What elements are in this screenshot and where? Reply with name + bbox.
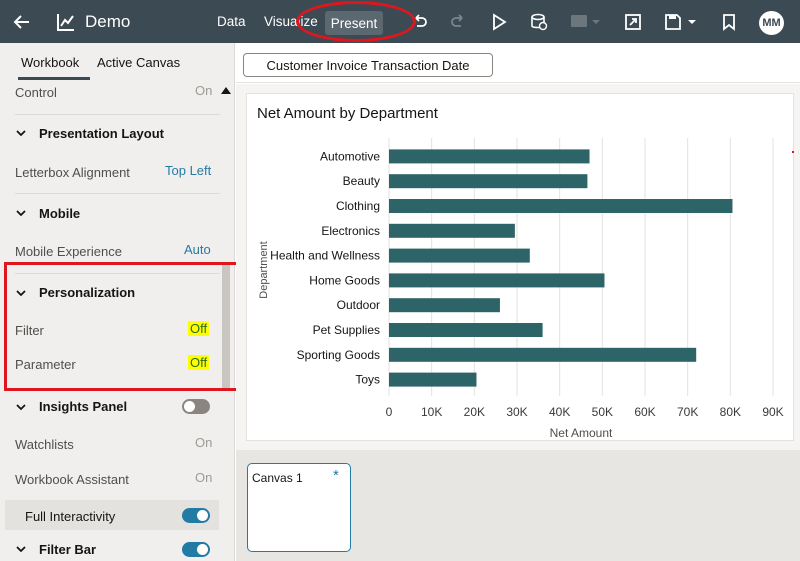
insights-panel-toggle[interactable] [182, 399, 210, 414]
play-icon[interactable] [490, 13, 508, 31]
tab-active-canvas[interactable]: Active Canvas [97, 55, 181, 70]
section-mobile[interactable]: Mobile [39, 206, 81, 221]
personalization-parameter-value[interactable]: Off [188, 355, 210, 370]
letterbox-label: Letterbox Alignment [15, 165, 130, 180]
comment-icon [571, 15, 600, 27]
scroll-up-icon[interactable] [221, 87, 231, 94]
category-label: Electronics [321, 224, 380, 238]
category-label: Pet Supplies [313, 323, 380, 337]
watchlists-label: Watchlists [15, 437, 74, 452]
active-tab-indicator [18, 77, 90, 80]
letterbox-value[interactable]: Top Left [165, 163, 212, 178]
workbook-assistant-value[interactable]: On [195, 470, 213, 485]
x-tick-label: 70K [677, 405, 698, 419]
back-button[interactable] [8, 9, 36, 35]
chevron-down-icon[interactable] [15, 543, 27, 555]
export-icon[interactable] [624, 13, 642, 31]
nav-data[interactable]: Data [217, 14, 246, 29]
divider [15, 273, 220, 274]
redo-icon [451, 14, 463, 27]
toggle-knob [197, 510, 208, 521]
panel-scrollbar[interactable] [222, 263, 230, 390]
bar[interactable] [389, 174, 588, 189]
filter-pill-invoice-date[interactable]: Customer Invoice Transaction Date [243, 53, 493, 77]
arrow-left-icon [13, 15, 29, 29]
chart-title: Net Amount by Department [257, 105, 438, 122]
bar[interactable] [389, 149, 590, 164]
section-personalization[interactable]: Personalization [39, 285, 136, 300]
mobile-experience-value[interactable]: Auto [184, 242, 211, 257]
data-refresh-icon[interactable] [530, 13, 548, 31]
save-icon[interactable] [664, 13, 698, 31]
section-presentation-layout[interactable]: Presentation Layout [39, 126, 164, 141]
filter-bar-toggle[interactable] [182, 542, 210, 557]
divider [15, 193, 220, 194]
control-value[interactable]: On [195, 83, 213, 98]
bar[interactable] [389, 323, 543, 337]
bar[interactable] [389, 347, 697, 362]
category-label: Sporting Goods [297, 348, 380, 362]
category-label: Toys [355, 373, 380, 387]
bar-chart[interactable]: 0 10K 20K 30K 40K 50K 60K 70K 80K 90K Automotive Be… [246, 130, 792, 440]
bookmark-icon[interactable] [720, 13, 738, 31]
chevron-down-icon[interactable] [15, 127, 27, 139]
category-label: Automotive [320, 149, 380, 163]
x-tick-label: 0 [386, 405, 393, 419]
toggle-knob [184, 401, 195, 412]
x-tick-label: 80K [720, 405, 741, 419]
watchlists-value[interactable]: On [195, 435, 213, 450]
personalization-filter-label: Filter [15, 323, 44, 338]
workbook-title: Demo [85, 12, 131, 31]
control-label: Control [15, 85, 57, 100]
bar[interactable] [389, 298, 500, 313]
annotation-box [4, 262, 243, 391]
canvas-tab-1[interactable] [247, 463, 351, 552]
section-insights-panel[interactable]: Insights Panel [39, 399, 128, 414]
x-tick-label: 50K [592, 405, 613, 419]
chart-icon [57, 14, 74, 31]
x-tick-label: 30K [506, 405, 527, 419]
top-bar: Demo Data Visualize Present MM [0, 0, 800, 43]
x-tick-label: 60K [634, 405, 655, 419]
properties-panel [0, 43, 235, 561]
x-tick-label: 40K [549, 405, 570, 419]
bar[interactable] [389, 223, 515, 238]
category-label: Outdoor [337, 298, 380, 312]
bar[interactable] [389, 372, 477, 387]
full-interactivity-label: Full Interactivity [25, 509, 116, 524]
full-interactivity-toggle[interactable] [182, 508, 210, 523]
category-label: Health and Wellness [270, 249, 380, 263]
chevron-down-icon[interactable] [15, 287, 27, 299]
tab-workbook[interactable]: Workbook [21, 55, 80, 70]
x-tick-label: 10K [421, 405, 442, 419]
filter-off-highlight: Off [188, 321, 210, 336]
mobile-experience-label: Mobile Experience [15, 244, 122, 259]
parameter-off-highlight: Off [188, 355, 210, 370]
personalization-parameter-label: Parameter [15, 357, 76, 372]
category-label: Clothing [336, 199, 380, 213]
divider [15, 114, 220, 115]
unsaved-indicator: * [333, 467, 339, 484]
annotation-mark [792, 151, 794, 153]
x-axis-title: Net Amount [550, 426, 613, 440]
bar[interactable] [389, 248, 530, 263]
annotation-circle [296, 1, 416, 42]
category-label: Home Goods [309, 273, 380, 287]
chevron-down-icon[interactable] [15, 401, 27, 413]
x-tick-label: 90K [762, 405, 783, 419]
user-avatar[interactable]: MM [759, 11, 784, 35]
category-label: Beauty [343, 174, 380, 188]
toggle-knob [197, 544, 208, 555]
canvas-tab-label: Canvas 1 [252, 471, 303, 485]
undo-icon[interactable] [410, 13, 428, 31]
section-filter-bar[interactable]: Filter Bar [39, 542, 97, 557]
x-tick-label: 20K [464, 405, 485, 419]
y-axis-title: Department [258, 241, 270, 298]
personalization-filter-value[interactable]: Off [188, 321, 210, 336]
chevron-down-icon[interactable] [15, 207, 27, 219]
workbook-assistant-label: Workbook Assistant [15, 472, 129, 487]
bar[interactable] [389, 273, 605, 288]
bar[interactable] [389, 199, 733, 213]
